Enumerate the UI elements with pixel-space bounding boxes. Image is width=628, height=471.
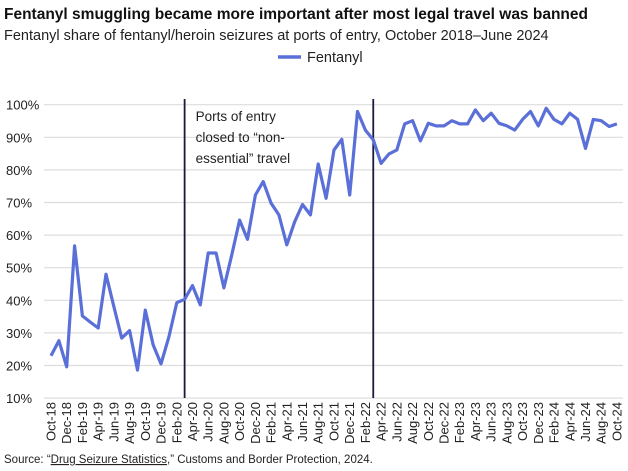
- x-tick-label: Apr-20: [185, 402, 200, 441]
- x-tick-label: Oct-19: [138, 402, 153, 441]
- x-tick-label: Aug-24: [594, 402, 609, 444]
- x-tick-label: Apr-24: [562, 402, 577, 441]
- x-tick-label: Dec-20: [248, 402, 263, 444]
- y-axis-ticks: 10% 20% 30% 40% 50% 60% 70% 80% 90% 100%: [6, 98, 40, 406]
- source-note: Source: “Drug Seizure Statistics,” Custo…: [4, 454, 373, 466]
- chart-subtitle: Fentanyl share of fentanyl/heroin seizur…: [4, 28, 549, 44]
- x-tick-label: Oct-23: [515, 402, 530, 441]
- x-tick-label: Apr-22: [374, 402, 389, 441]
- event-annotation: essential” travel: [196, 151, 291, 166]
- x-tick-label: Oct-24: [609, 402, 624, 441]
- x-tick-label: Jun-24: [578, 402, 593, 442]
- x-tick-label: Jun-20: [201, 402, 216, 442]
- x-tick-label: Aug-20: [216, 402, 231, 444]
- x-tick-label: Feb-22: [358, 402, 373, 443]
- y-tick-label: 30%: [6, 326, 32, 341]
- x-tick-label: Dec-19: [154, 402, 169, 444]
- gridlines: [44, 104, 623, 399]
- y-tick-label: 100%: [6, 98, 40, 113]
- x-tick-label: Dec-21: [342, 402, 357, 444]
- y-tick-label: 20%: [6, 359, 32, 374]
- source-suffix: ,” Customs and Border Protection, 2024.: [167, 454, 373, 466]
- series-fentanyl: [49, 106, 618, 372]
- x-tick-label: Jun-21: [295, 402, 310, 442]
- y-tick-label: 80%: [6, 163, 32, 178]
- x-tick-label: Jun-23: [484, 402, 499, 442]
- source-link[interactable]: Drug Seizure Statistics: [51, 454, 168, 466]
- x-tick-label: Feb-19: [75, 402, 90, 443]
- source-prefix: Source: “: [4, 454, 51, 466]
- event-annotation: closed to “non-: [196, 130, 285, 145]
- x-tick-label: Aug-22: [405, 402, 420, 444]
- y-tick-label: 90%: [6, 130, 32, 145]
- x-tick-label: Dec-23: [531, 402, 546, 444]
- x-tick-label: Feb-20: [169, 402, 184, 443]
- y-tick-label: 60%: [6, 228, 32, 243]
- x-axis-ticks: Oct-18 Dec-18 Feb-19 Apr-19 Jun-19 Aug-19 Oct-…: [44, 402, 625, 444]
- x-tick-label: Dec-18: [59, 402, 74, 444]
- x-tick-label: Apr-21: [279, 402, 294, 441]
- x-tick-label: Oct-18: [44, 402, 59, 441]
- x-tick-label: Apr-19: [91, 402, 106, 441]
- x-tick-label: Feb-21: [264, 402, 279, 443]
- y-tick-label: 70%: [6, 196, 32, 211]
- x-tick-label: Dec-22: [437, 402, 452, 444]
- x-tick-label: Jun-19: [106, 402, 121, 442]
- legend: Fentanyl: [278, 50, 363, 66]
- x-tick-label: Oct-20: [232, 402, 247, 441]
- x-tick-label: Feb-23: [452, 402, 467, 443]
- x-tick-label: Aug-23: [499, 402, 514, 444]
- event-annotation: Ports of entry: [196, 109, 277, 124]
- x-tick-label: Jun-22: [389, 402, 404, 442]
- legend-label: Fentanyl: [307, 50, 363, 66]
- x-tick-label: Apr-23: [468, 402, 483, 441]
- x-tick-label: Oct-21: [326, 402, 341, 441]
- y-tick-label: 40%: [6, 293, 32, 308]
- y-tick-label: 50%: [6, 261, 32, 276]
- chart-title: Fentanyl smuggling became more important…: [4, 6, 588, 23]
- series-line: [49, 106, 618, 372]
- x-tick-label: Aug-21: [311, 402, 326, 444]
- x-tick-label: Oct-22: [421, 402, 436, 441]
- x-tick-label: Feb-24: [547, 402, 562, 443]
- vertical-markers: Ports of entry closed to “non-essential” …: [183, 99, 375, 398]
- x-tick-label: Aug-19: [122, 402, 137, 444]
- y-tick-label: 10%: [6, 391, 32, 406]
